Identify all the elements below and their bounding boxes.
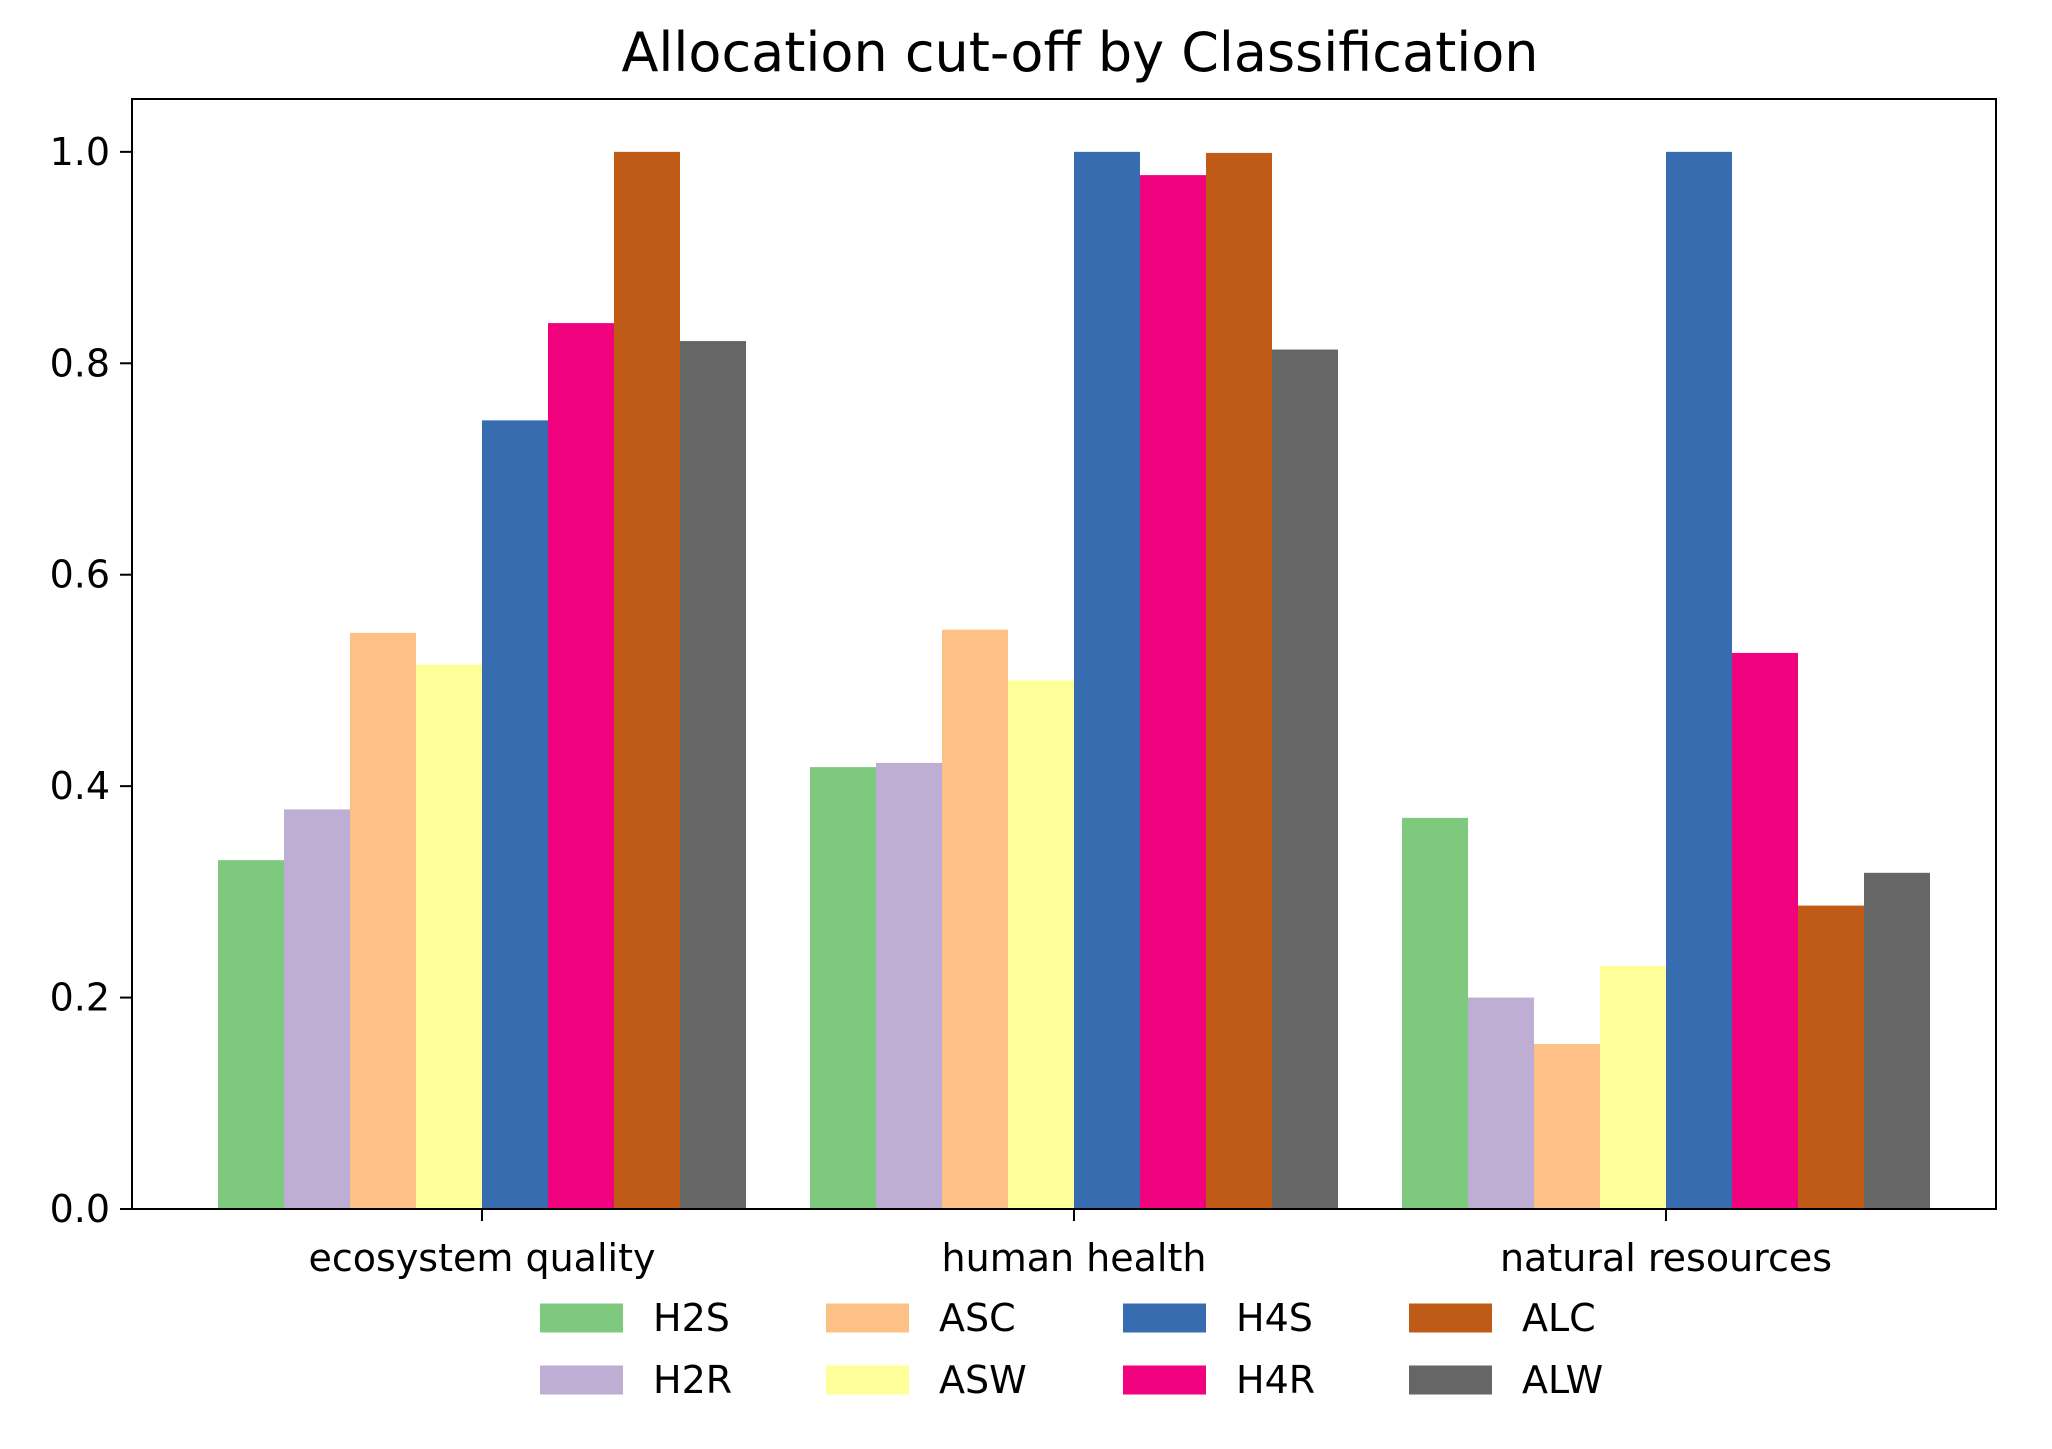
bar-asc-human-health (942, 629, 1008, 1209)
bar-asw-natural-resources (1600, 965, 1666, 1209)
legend-swatch-h2s (540, 1303, 623, 1333)
bar-alc-natural-resources (1798, 905, 1864, 1209)
bar-h4s-human-health (1074, 151, 1140, 1209)
y-tick-label: 0.0 (50, 1187, 110, 1231)
bar-asw-human-health (1008, 680, 1074, 1209)
legend-label-asc: ASC (939, 1296, 1016, 1340)
x-tick-label: natural resources (1500, 1236, 1832, 1280)
legend-label-h2s: H2S (653, 1296, 730, 1340)
bar-h2r-human-health (876, 762, 942, 1209)
bar-alc-ecosystem-quality (614, 151, 680, 1209)
bar-asc-ecosystem-quality (350, 632, 416, 1209)
legend-label-alw: ALW (1522, 1358, 1603, 1402)
bar-asc-natural-resources (1534, 1044, 1600, 1209)
legend-swatch-asw (826, 1365, 909, 1395)
legend-label-asw: ASW (939, 1358, 1027, 1402)
legend-swatch-asc (826, 1303, 909, 1333)
y-axis: 0.0 0.2 0.4 0.6 0.8 1.0 (50, 130, 132, 1231)
plot-frame (131, 98, 1997, 1210)
bar-alc-human-health (1206, 152, 1272, 1209)
y-tick-label: 0.4 (50, 764, 110, 808)
bar-asw-ecosystem-quality (416, 664, 482, 1209)
bar-h2s-human-health (810, 767, 876, 1209)
bar-alw-human-health (1272, 349, 1338, 1209)
bar-h2s-ecosystem-quality (218, 860, 284, 1209)
bar-h2r-natural-resources (1468, 997, 1534, 1209)
legend-label-h4s: H4S (1236, 1296, 1313, 1340)
legend-swatch-h4s (1123, 1303, 1206, 1333)
legend-label-h2r: H2R (653, 1358, 732, 1402)
x-tick-label: ecosystem quality (309, 1236, 656, 1280)
bar-h4r-natural-resources (1732, 652, 1798, 1209)
y-tick-label: 1.0 (50, 130, 110, 174)
y-tick-label: 0.8 (50, 341, 110, 385)
bar-alw-natural-resources (1864, 872, 1930, 1209)
legend-label-h4r: H4R (1236, 1358, 1315, 1402)
x-axis: ecosystem quality human health natural res… (309, 1209, 1832, 1280)
y-tick-label: 0.2 (50, 976, 110, 1020)
legend-swatch-h4r (1123, 1365, 1206, 1395)
bar-h4s-natural-resources (1666, 151, 1732, 1209)
x-tick-label: human health (942, 1236, 1207, 1280)
bar-h2r-ecosystem-quality (284, 809, 350, 1209)
y-tick-label: 0.6 (50, 553, 110, 597)
legend-swatch-alw (1409, 1365, 1492, 1395)
bar-h2s-natural-resources (1402, 817, 1468, 1209)
bar-h4r-human-health (1140, 175, 1206, 1210)
chart-title: Allocation cut-off by Classification (621, 21, 1538, 84)
bar-h4r-ecosystem-quality (548, 323, 614, 1210)
legend-swatch-h2r (540, 1365, 623, 1395)
legend: H2S H2R ASC ASW H4S H4R ALC ALW (540, 1296, 1603, 1402)
bars-group (218, 151, 1930, 1210)
legend-swatch-alc (1409, 1303, 1492, 1333)
bar-alw-ecosystem-quality (680, 341, 746, 1210)
bar-h4s-ecosystem-quality (482, 420, 548, 1209)
legend-label-alc: ALC (1522, 1296, 1596, 1340)
